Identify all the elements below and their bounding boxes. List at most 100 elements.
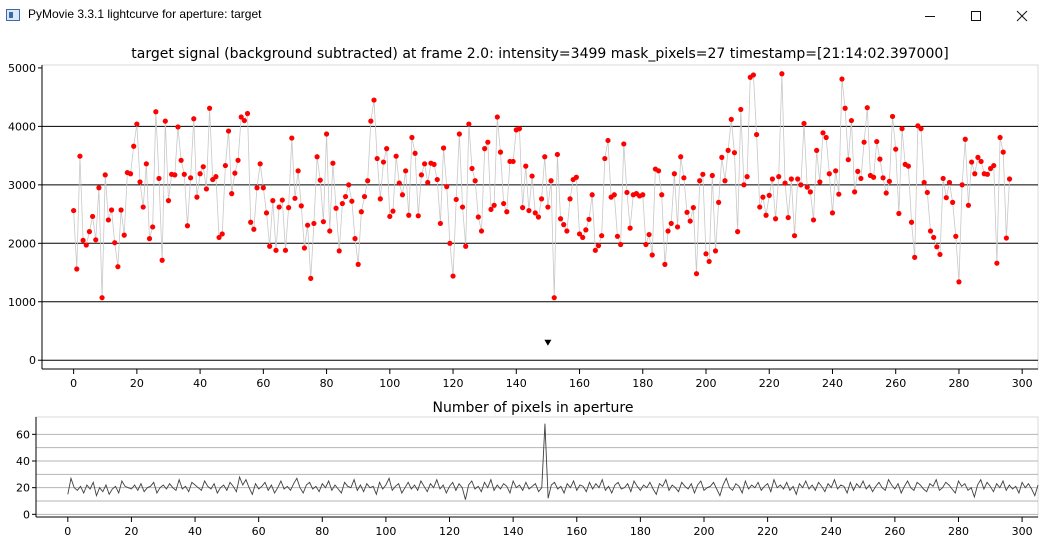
signal-data-point (576, 231, 583, 237)
signal-data-point (716, 199, 722, 205)
signal-data-point (697, 178, 703, 184)
signal-data-point (105, 217, 111, 223)
signal-data-point (896, 210, 902, 217)
signal-data-point (681, 175, 687, 181)
signal-data-point (466, 121, 472, 127)
signal-data-point (463, 243, 469, 249)
signal-data-point (440, 145, 447, 151)
signal-data-point (374, 155, 380, 162)
signal-data-point (494, 114, 500, 120)
signal-data-point (102, 172, 108, 178)
signal-data-point (611, 192, 617, 198)
signal-data-point (93, 237, 99, 243)
signal-data-point (870, 174, 877, 180)
signal-data-point (403, 168, 409, 174)
signal-x-tick-label: 100 (379, 377, 400, 390)
signal-data-point (248, 219, 254, 225)
signal-data-point (874, 138, 880, 145)
signal-data-point (292, 195, 298, 201)
signal-data-point (127, 171, 134, 177)
signal-data-point (317, 177, 323, 183)
signal-data-point (368, 118, 374, 124)
signal-data-point (953, 233, 959, 239)
minimize-icon (925, 16, 935, 17)
signal-data-point (712, 248, 719, 254)
signal-data-point (267, 243, 273, 249)
signal-data-point (858, 175, 864, 182)
signal-data-point (962, 136, 968, 142)
pixels-x-tick-label: 220 (757, 525, 778, 538)
signal-data-point (137, 179, 143, 185)
signal-data-point (516, 126, 523, 132)
signal-data-point (197, 171, 203, 177)
signal-data-point (614, 233, 621, 239)
pixels-x-tick-label: 240 (821, 525, 842, 538)
signal-data-point (804, 184, 810, 190)
signal-data-point (399, 192, 406, 198)
signal-data-point (478, 228, 485, 234)
close-icon (1016, 10, 1028, 22)
signal-data-point (206, 105, 213, 111)
pixels-x-tick-label: 120 (439, 525, 460, 538)
signal-data-point (690, 205, 696, 211)
signal-data-point (425, 179, 431, 186)
signal-data-point (820, 130, 826, 136)
maximize-button[interactable] (953, 0, 999, 32)
signal-data-point (592, 247, 598, 253)
signal-x-tick-label: 60 (256, 377, 270, 390)
signal-data-point (956, 279, 962, 285)
signal-data-point (975, 154, 981, 160)
minimize-button[interactable] (907, 0, 953, 32)
signal-data-point (927, 228, 934, 234)
signal-data-point (643, 241, 649, 248)
signal-data-point (453, 196, 459, 203)
signal-x-tick-label: 280 (948, 377, 969, 390)
pixels-y-tick-label: 60 (16, 428, 30, 441)
signal-data-point (640, 192, 646, 198)
signal-data-point (678, 154, 684, 160)
signal-data-point (564, 228, 570, 234)
signal-data-point (709, 172, 715, 179)
signal-data-point (706, 258, 712, 265)
signal-data-point (965, 202, 972, 208)
signal-data-point (482, 146, 488, 152)
pixel-count-chart[interactable]: Number of pixels in aperture 0 20 40 60 0 20 4… (16, 400, 1039, 538)
signal-data-point (950, 199, 956, 205)
signal-data-point (314, 154, 320, 160)
signal-data-point (235, 157, 241, 163)
signal-data-point (339, 200, 345, 207)
signal-data-point (779, 71, 785, 77)
signal-data-point (760, 194, 766, 200)
signal-data-point (431, 161, 437, 167)
signal-data-point (188, 175, 194, 181)
signal-data-point (595, 243, 602, 249)
signal-data-point (782, 180, 788, 186)
signal-data-point (450, 273, 456, 279)
signal-data-point (447, 240, 453, 246)
signal-data-point (940, 175, 946, 182)
signal-data-point (605, 137, 611, 144)
signal-data-point (687, 218, 693, 224)
signal-data-point (308, 275, 314, 281)
signal-data-point (150, 224, 156, 230)
signal-data-point (845, 157, 851, 163)
signal-data-point (298, 203, 304, 209)
pixels-x-tick-label: 60 (252, 525, 266, 538)
signal-data-point (390, 208, 396, 214)
signal-data-point (791, 233, 798, 239)
signal-data-point (346, 182, 352, 188)
signal-data-point (893, 146, 899, 152)
signal-data-point (557, 216, 564, 222)
signal-data-point (456, 131, 462, 137)
pixels-x-tick-label: 100 (375, 525, 396, 538)
signal-data-point (554, 151, 560, 158)
signal-data-point (946, 179, 953, 186)
signal-data-point (74, 266, 80, 272)
signal-data-point (241, 117, 247, 124)
signal-data-point (276, 204, 282, 210)
signal-data-point (801, 120, 807, 127)
close-button[interactable] (999, 0, 1045, 32)
signal-data-point (883, 190, 889, 196)
signal-data-point (880, 175, 886, 181)
signal-chart[interactable]: target signal (background subtracted) at… (8, 46, 1039, 390)
